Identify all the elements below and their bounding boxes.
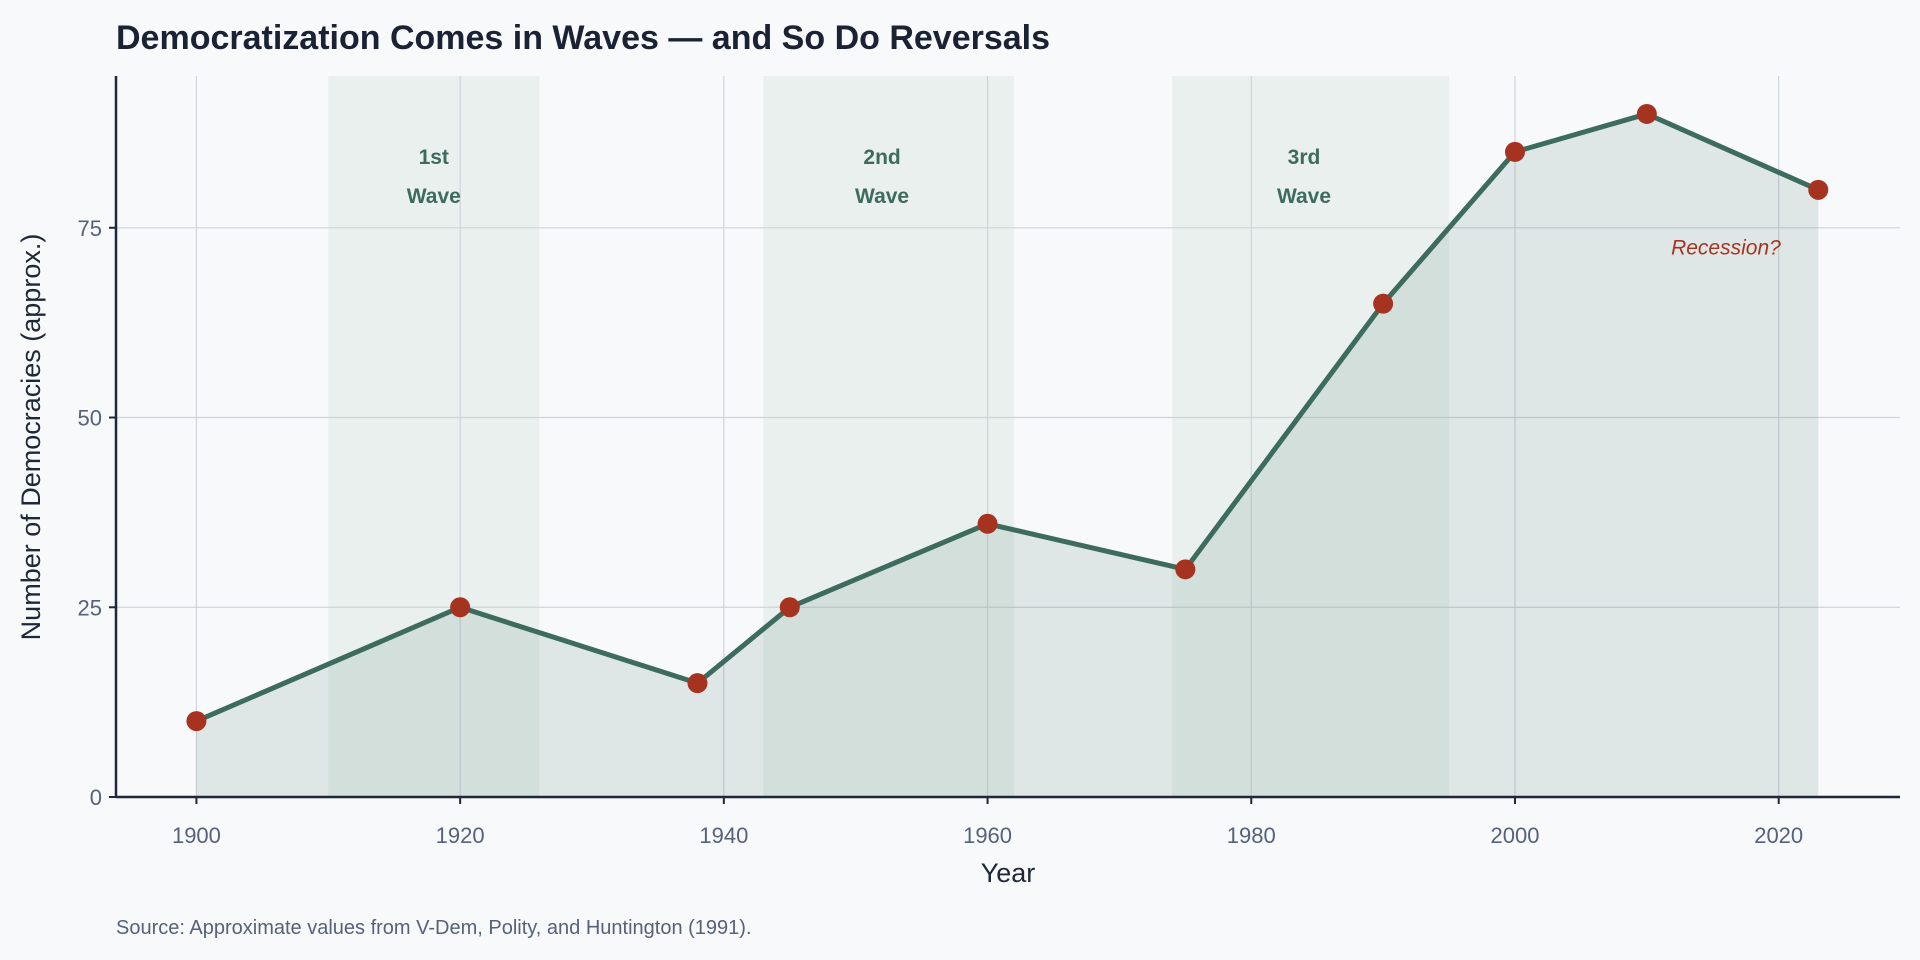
data-point (1175, 559, 1196, 580)
annotation-text: Recession? (1671, 236, 1781, 259)
x-tick-label: 2020 (1754, 823, 1803, 848)
wave-band (763, 76, 1014, 797)
y-tick-label: 25 (78, 595, 102, 620)
democracies-line (195, 111, 1820, 724)
wave-label: Wave (1277, 185, 1331, 208)
wave-label: Wave (407, 185, 461, 208)
data-point (1636, 103, 1657, 124)
data-point (450, 597, 471, 618)
x-tick-label: 2000 (1491, 823, 1540, 848)
data-point (977, 513, 998, 534)
x-tick-label: 1960 (963, 823, 1012, 848)
chart-title: Democratization Comes in Waves — and So … (116, 19, 1050, 57)
data-point (1504, 141, 1525, 162)
x-axis-label: Year (981, 858, 1036, 888)
wave-bands (328, 76, 1450, 797)
data-point (1808, 179, 1829, 200)
annotations: Recession? (1671, 236, 1781, 259)
data-points (186, 103, 1829, 732)
axes (109, 76, 1900, 804)
area-fill (196, 113, 1819, 797)
gridlines (116, 76, 1900, 797)
wave-label: 1st (419, 146, 449, 169)
wave-label: Wave (855, 185, 909, 208)
y-tick-label: 0 (90, 785, 102, 810)
x-tick-label: 1940 (699, 823, 748, 848)
wave-labels: 1st Wave 2nd Wave 3rd Wave (407, 146, 1331, 208)
wave-band (1172, 76, 1450, 797)
x-tick-label: 1900 (172, 823, 221, 848)
y-tick-label: 75 (78, 216, 102, 241)
data-point (687, 673, 708, 694)
wave-band (328, 76, 540, 797)
x-tick-label: 1920 (436, 823, 485, 848)
y-axis-label: Number of Democracies (approx.) (16, 234, 46, 641)
data-point (1373, 293, 1394, 314)
tick-labels: 1900 1920 1940 1960 1980 2000 2020 0 25 50 75 (78, 216, 1804, 848)
data-point (186, 711, 207, 732)
data-point (779, 597, 800, 618)
area-under-line (196, 113, 1819, 797)
series-line (195, 111, 1820, 724)
source-note: Source: Approximate values from V-Dem, P… (116, 917, 752, 939)
wave-label: 2nd (863, 146, 900, 169)
x-tick-label: 1980 (1227, 823, 1276, 848)
y-tick-label: 50 (78, 406, 102, 431)
wave-label: 3rd (1288, 146, 1321, 169)
